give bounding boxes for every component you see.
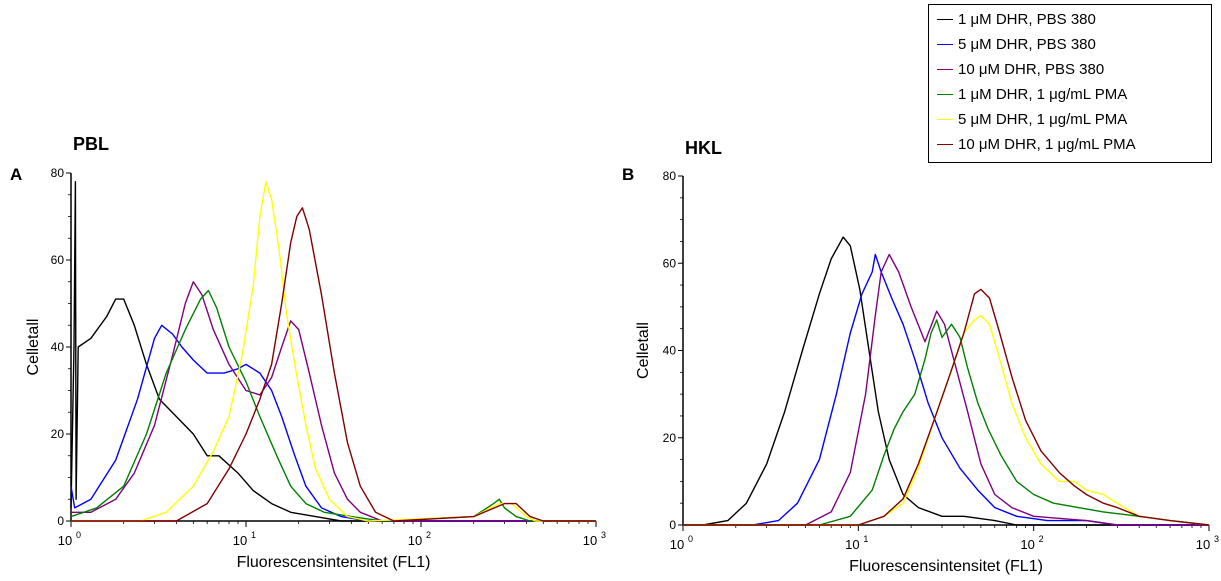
y-tick-label: 60	[663, 256, 677, 270]
x-tick-label: 10	[1196, 537, 1210, 552]
chart-title: HKL	[685, 138, 722, 158]
legend-item: 10 μM DHR, 1 μg/mL PMA	[937, 135, 1207, 155]
x-tick-exponent: 3	[601, 530, 606, 540]
x-tick-exponent: 1	[251, 530, 256, 540]
series-line-2	[683, 253, 1209, 526]
x-tick-label: 10	[845, 537, 859, 552]
legend-item: 1 μM DHR, 1 μg/mL PMA	[937, 85, 1207, 105]
y-tick-label: 60	[51, 253, 65, 267]
chart-title: PBL	[73, 134, 109, 154]
panel-letter: A	[10, 165, 22, 184]
y-tick-label: 80	[51, 166, 65, 180]
series-line-5	[71, 180, 596, 522]
legend-swatch	[937, 144, 953, 145]
series-line-4	[683, 319, 1210, 526]
x-tick-exponent: 1	[863, 534, 868, 544]
x-tick-label: 10	[58, 533, 72, 548]
x-tick-exponent: 0	[76, 530, 81, 540]
legend-item: 5 μM DHR, 1 μg/mL PMA	[937, 110, 1207, 130]
y-axis-label: Celletall	[25, 319, 42, 376]
y-tick-label: 20	[663, 431, 677, 445]
series-line-3	[71, 281, 596, 522]
x-tick-exponent: 2	[426, 530, 431, 540]
y-axis-label: Celletall	[635, 322, 652, 379]
x-tick-label: 10	[583, 533, 597, 548]
legend-swatch	[937, 19, 953, 20]
legend-item: 5 μM DHR, PBS 380	[937, 35, 1207, 55]
legend-swatch	[937, 69, 953, 70]
legend-label: 1 μM DHR, PBS 380	[958, 11, 1096, 28]
y-tick-label: 0	[57, 514, 64, 528]
legend: 1 μM DHR, PBS 380 5 μM DHR, PBS 380 10 μ…	[928, 4, 1212, 163]
x-tick-exponent: 0	[688, 534, 693, 544]
x-tick-exponent: 3	[1214, 534, 1219, 544]
series-line-1	[683, 236, 1209, 526]
y-tick-label: 20	[51, 427, 65, 441]
legend-label: 5 μM DHR, 1 μg/mL PMA	[958, 111, 1128, 128]
series-line-4	[70, 289, 596, 522]
legend-swatch	[937, 119, 953, 120]
legend-item: 1 μM DHR, PBS 380	[937, 10, 1207, 30]
legend-swatch	[937, 94, 953, 95]
y-tick-label: 40	[663, 344, 677, 358]
x-axis-label: Fluorescensintensitet (FL1)	[237, 554, 431, 571]
legend-swatch	[937, 44, 953, 45]
y-tick-label: 0	[669, 518, 676, 532]
series-line-1	[70, 180, 596, 522]
x-axis-label: Fluorescensintensitet (FL1)	[849, 558, 1043, 575]
legend-label: 10 μM DHR, PBS 380	[958, 61, 1105, 78]
y-tick-label: 40	[51, 340, 65, 354]
legend-label: 5 μM DHR, PBS 380	[958, 36, 1096, 53]
y-tick-label: 80	[663, 169, 677, 183]
panel-letter: B	[622, 165, 634, 184]
series-line-6	[71, 207, 596, 522]
x-tick-label: 10	[670, 537, 684, 552]
x-tick-exponent: 2	[1039, 534, 1044, 544]
legend-item: 10 μM DHR, PBS 380	[937, 60, 1207, 80]
series-line-3	[683, 253, 1209, 526]
x-tick-label: 10	[408, 533, 422, 548]
x-tick-label: 10	[1020, 537, 1034, 552]
legend-label: 10 μM DHR, 1 μg/mL PMA	[958, 136, 1136, 153]
legend-label: 1 μM DHR, 1 μg/mL PMA	[958, 86, 1128, 103]
series-line-2	[70, 324, 596, 522]
series-line-5	[683, 314, 1210, 526]
x-tick-label: 10	[233, 533, 247, 548]
series-line-6	[683, 288, 1210, 526]
